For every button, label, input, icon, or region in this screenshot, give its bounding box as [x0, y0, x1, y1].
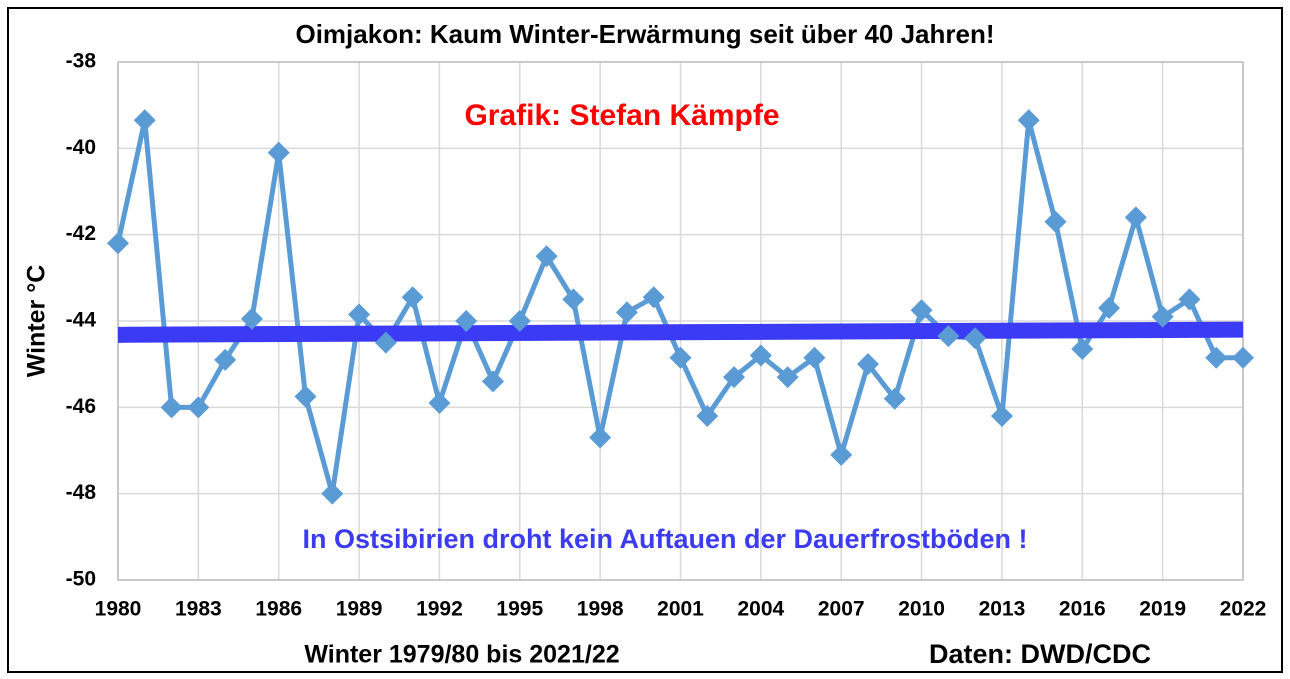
data-point [508, 310, 531, 332]
data-point [1232, 346, 1254, 369]
y-tick-label: -40 [66, 136, 96, 159]
data-point [803, 346, 826, 369]
x-tick-label: 1983 [175, 598, 222, 621]
y-tick-label: -38 [66, 50, 97, 73]
data-point [1098, 297, 1121, 320]
x-tick-label: 1989 [336, 598, 383, 621]
annotation: Grafik: Stefan Kämpfe [464, 99, 779, 132]
data-point [776, 366, 799, 389]
data-point [883, 387, 906, 410]
data-point [321, 482, 344, 505]
x-tick-label: 2022 [1220, 598, 1267, 621]
data-point [107, 232, 129, 255]
data-point [1044, 210, 1067, 233]
data-point [482, 370, 504, 393]
data-point [937, 325, 960, 348]
data-point [1178, 288, 1201, 311]
data-point [1017, 109, 1040, 132]
data-point [1124, 206, 1147, 229]
x-tick-label: 2004 [737, 598, 784, 621]
x-tick-label: 1995 [496, 598, 543, 621]
data-point [214, 348, 237, 371]
trend-line [117, 321, 1244, 343]
y-tick-label: -48 [66, 481, 97, 504]
x-tick-label: 1986 [255, 598, 302, 621]
y-tick-label: -46 [66, 395, 96, 418]
x-tick-label: 1992 [416, 598, 463, 621]
data-point [133, 109, 156, 132]
data-point [642, 286, 665, 309]
data-point [374, 331, 397, 354]
x-tick-label: 2019 [1139, 598, 1186, 621]
data-point [857, 353, 879, 376]
data-point [749, 344, 772, 367]
y-axis-label: Winter °C [23, 265, 51, 378]
x-tick-label: 1998 [577, 598, 624, 621]
x-tick-label: 2013 [979, 598, 1026, 621]
data-point [696, 404, 719, 427]
data-point [535, 245, 558, 268]
data-point [589, 426, 612, 449]
data-point [348, 303, 371, 326]
data-point [1071, 338, 1094, 361]
data-point [830, 443, 853, 466]
data-point [240, 307, 263, 330]
x-tick-label: 2001 [657, 598, 704, 621]
chart-title: Oimjakon: Kaum Winter-Erwärmung seit übe… [295, 19, 994, 49]
data-point [267, 141, 290, 164]
data-point [669, 346, 692, 369]
data-point [910, 299, 933, 322]
data-point [160, 396, 183, 419]
x-tick-label: 2016 [1059, 598, 1106, 621]
y-tick-label: -44 [66, 309, 97, 332]
data-point [562, 288, 585, 311]
data-point [964, 327, 987, 350]
annotation: In Ostsibirien droht kein Auftauen der D… [302, 524, 1027, 554]
data-point [723, 366, 746, 389]
data-point [401, 286, 424, 309]
plot-border [117, 61, 1244, 581]
data-point [1205, 346, 1228, 369]
x-tick-label: 2010 [898, 598, 945, 621]
y-tick-label: -50 [66, 568, 96, 591]
data-point [187, 396, 210, 419]
x-axis-label: Winter 1979/80 bis 2021/22 [304, 641, 619, 669]
data-point [428, 392, 451, 415]
data-point [990, 404, 1013, 427]
data-point [1151, 305, 1174, 328]
data-point [455, 310, 478, 332]
source: Daten: DWD/CDC [929, 639, 1151, 669]
x-tick-label: 2007 [818, 598, 865, 621]
x-tick-label: 1980 [95, 598, 142, 621]
data-point [294, 385, 317, 408]
y-tick-label: -42 [66, 222, 96, 245]
data-point [615, 301, 638, 324]
